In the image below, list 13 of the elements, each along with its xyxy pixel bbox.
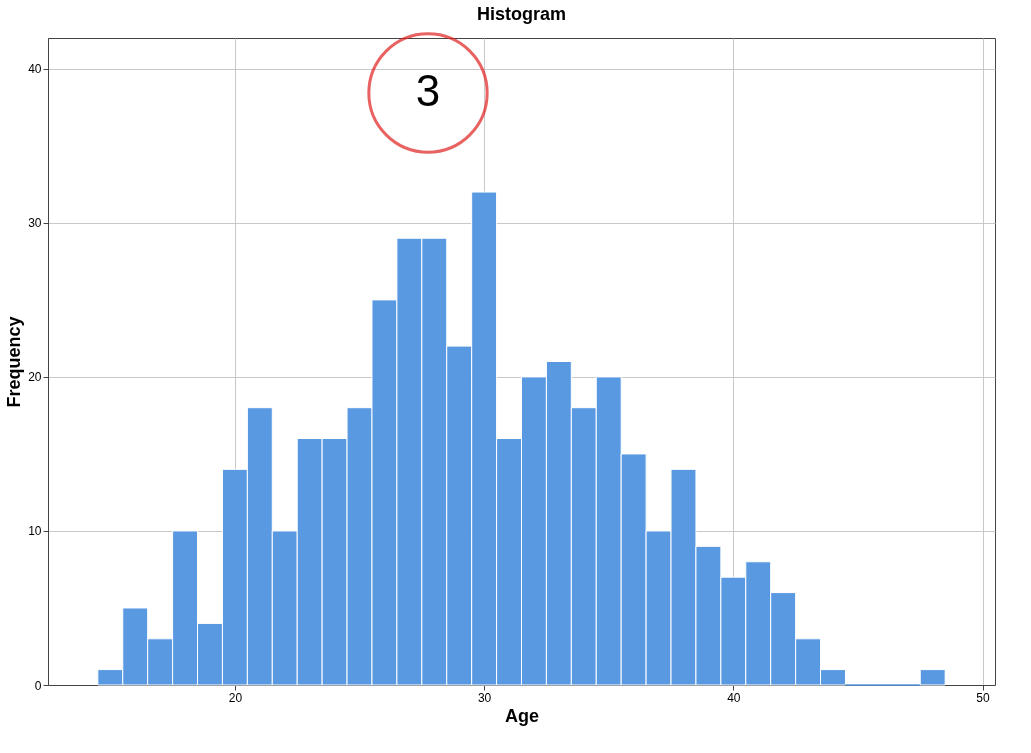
chart-title: Histogram <box>476 3 567 24</box>
x-tick-label: 40 <box>727 690 741 705</box>
x-tick-label: 30 <box>477 690 492 705</box>
y-tick-label: 20 <box>28 370 42 385</box>
x-axis-title: Age <box>504 705 540 726</box>
y-tick-label: 40 <box>28 62 42 77</box>
y-axis-title: Frequency <box>4 316 25 408</box>
y-tick-label: 10 <box>28 524 42 539</box>
y-tick-label: 0 <box>34 678 42 693</box>
y-tick-label: 30 <box>28 216 42 231</box>
annotation: 3 <box>415 66 441 115</box>
x-tick-label: 50 <box>976 690 991 705</box>
x-tick-label: 20 <box>228 690 243 705</box>
